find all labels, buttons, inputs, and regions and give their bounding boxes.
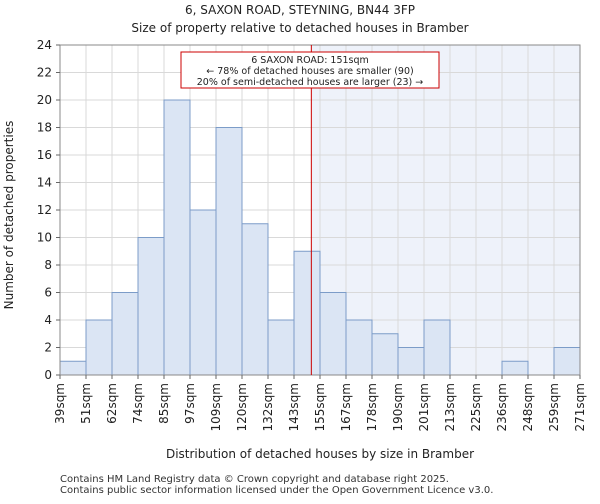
x-tick-label: 167sqm [339, 383, 353, 431]
chart-title: 6, SAXON ROAD, STEYNING, BN44 3FP [185, 3, 415, 17]
bar [423, 319, 451, 376]
x-tick-label: 155sqm [313, 383, 327, 431]
annotation-box [180, 51, 440, 89]
x-tick-label: 85sqm [157, 383, 171, 424]
bar [189, 209, 217, 376]
x-tick-label: 51sqm [79, 383, 93, 424]
bar [501, 360, 529, 376]
x-tick-label: 225sqm [469, 383, 483, 431]
x-tick-label: 39sqm [53, 383, 67, 424]
bar [371, 333, 399, 376]
y-tick-label: 10 [37, 231, 52, 245]
footer-line-2: Contains public sector information licen… [60, 485, 494, 496]
x-axis-label: Distribution of detached houses by size … [166, 447, 474, 461]
footer-line-1: Contains HM Land Registry data © Crown c… [60, 474, 449, 485]
bar [293, 250, 321, 376]
y-tick-label: 20 [37, 93, 52, 107]
annotation-text: 6 SAXON ROAD: 151sqm [251, 55, 369, 66]
bar [163, 99, 191, 376]
x-tick-label: 201sqm [417, 383, 431, 431]
y-tick-label: 8 [44, 258, 52, 272]
y-tick-label: 22 [37, 66, 52, 80]
x-tick-label: 213sqm [443, 383, 457, 431]
x-tick-label: 143sqm [287, 383, 301, 431]
y-tick-label: 16 [37, 148, 52, 162]
x-tick-label: 178sqm [365, 383, 379, 431]
bar [137, 237, 165, 376]
x-tick-label: 109sqm [209, 383, 223, 431]
y-axis-label: Number of detached properties [2, 121, 16, 310]
x-tick-label: 132sqm [261, 383, 275, 431]
annotation-text: ← 78% of detached houses are smaller (90… [206, 66, 413, 77]
x-tick-label: 190sqm [391, 383, 405, 431]
x-tick-label: 97sqm [183, 383, 197, 424]
bar [553, 347, 581, 376]
bar [111, 292, 139, 376]
x-tick-label: 248sqm [521, 383, 535, 431]
x-tick-label: 120sqm [235, 383, 249, 431]
y-tick-label: 14 [37, 176, 52, 190]
chart-subtitle: Size of property relative to detached ho… [131, 21, 468, 35]
y-tick-label: 24 [37, 38, 52, 52]
bar [345, 319, 373, 376]
bar [59, 360, 87, 376]
bar [85, 319, 113, 376]
y-tick-label: 12 [37, 203, 52, 217]
bar [267, 319, 295, 376]
bar [241, 223, 269, 376]
bar [215, 127, 243, 376]
x-tick-label: 236sqm [495, 383, 509, 431]
bar [319, 292, 347, 376]
annotation-text: 20% of semi-detached houses are larger (… [197, 77, 424, 88]
y-tick-label: 18 [37, 121, 52, 135]
bar [397, 347, 425, 376]
x-tick-label: 259sqm [547, 383, 561, 431]
y-tick-label: 2 [44, 341, 52, 355]
x-tick-label: 271sqm [573, 383, 587, 431]
y-tick-label: 6 [44, 286, 52, 300]
y-tick-label: 4 [44, 313, 52, 327]
y-tick-label: 0 [44, 368, 52, 382]
x-tick-label: 74sqm [131, 383, 145, 424]
x-tick-label: 62sqm [105, 383, 119, 424]
